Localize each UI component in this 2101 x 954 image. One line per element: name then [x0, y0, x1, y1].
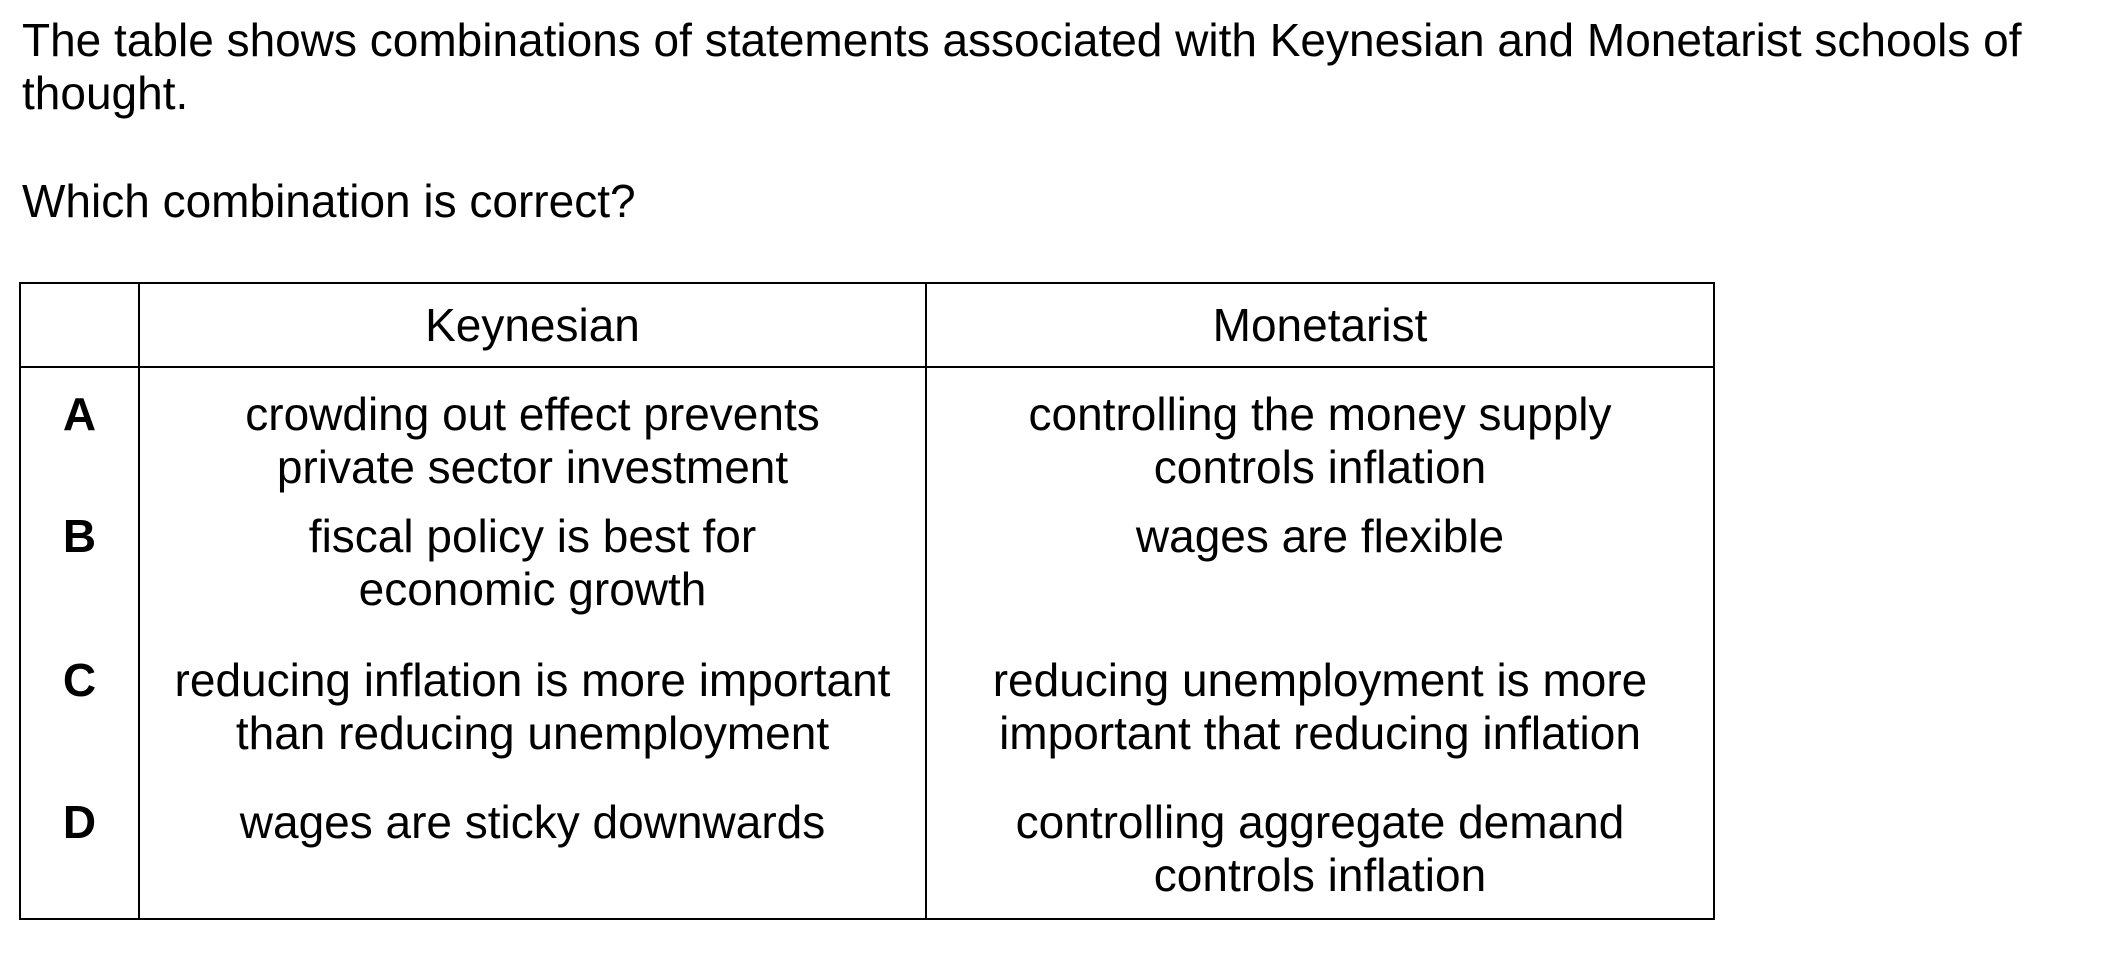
table-row-option-d: D wages are sticky downwards controlling…: [19, 796, 1715, 920]
statement-line: controls inflation: [1153, 441, 1487, 493]
option-letter: A: [19, 367, 140, 510]
statement-line: reducing unemployment is more: [992, 654, 1648, 706]
question-prompt: Which combination is correct?: [22, 175, 636, 227]
question-intro: The table shows combinations of statemen…: [22, 14, 2022, 119]
statement-line: than reducing unemployment: [235, 707, 830, 759]
monetarist-statement: reducing unemployment is more important …: [925, 654, 1715, 796]
statement-line: economic growth: [358, 563, 707, 615]
statement-line: controls inflation: [1153, 849, 1487, 901]
keynesian-statement: reducing inflation is more important tha…: [138, 654, 927, 796]
statement-line: important that reducing inflation: [999, 707, 1641, 759]
header-letter-cell: [19, 282, 140, 368]
monetarist-statement: wages are flexible: [925, 510, 1715, 654]
table-row-option-a: A crowding out effect prevents private s…: [19, 367, 1715, 510]
answer-options-table: Keynesian Monetarist A crowding out effe…: [19, 282, 1715, 920]
statement-line: fiscal policy is best for: [308, 510, 757, 562]
statement-line: wages are flexible: [1135, 510, 1505, 562]
statement-line: controlling the money supply: [1028, 388, 1612, 440]
option-letter: D: [19, 796, 140, 920]
table-row-option-c: C reducing inflation is more important t…: [19, 654, 1715, 796]
keynesian-statement: fiscal policy is best for economic growt…: [138, 510, 927, 654]
table-header-row: Keynesian Monetarist: [19, 282, 1715, 368]
option-letter: B: [19, 510, 140, 654]
monetarist-statement: controlling aggregate demand controls in…: [925, 796, 1715, 920]
keynesian-statement: crowding out effect prevents private sec…: [138, 367, 927, 510]
statement-line: controlling aggregate demand: [1015, 796, 1625, 848]
monetarist-statement: controlling the money supply controls in…: [925, 367, 1715, 510]
statement-line: wages are sticky downwards: [239, 796, 826, 848]
statement-line: private sector investment: [276, 441, 789, 493]
statement-line: crowding out effect prevents: [245, 388, 820, 440]
header-keynesian: Keynesian: [138, 282, 927, 368]
header-monetarist: Monetarist: [925, 282, 1715, 368]
table-row-option-b: B fiscal policy is best for economic gro…: [19, 510, 1715, 654]
statement-line: reducing inflation is more important: [174, 654, 891, 706]
keynesian-statement: wages are sticky downwards: [138, 796, 927, 920]
option-letter: C: [19, 654, 140, 796]
